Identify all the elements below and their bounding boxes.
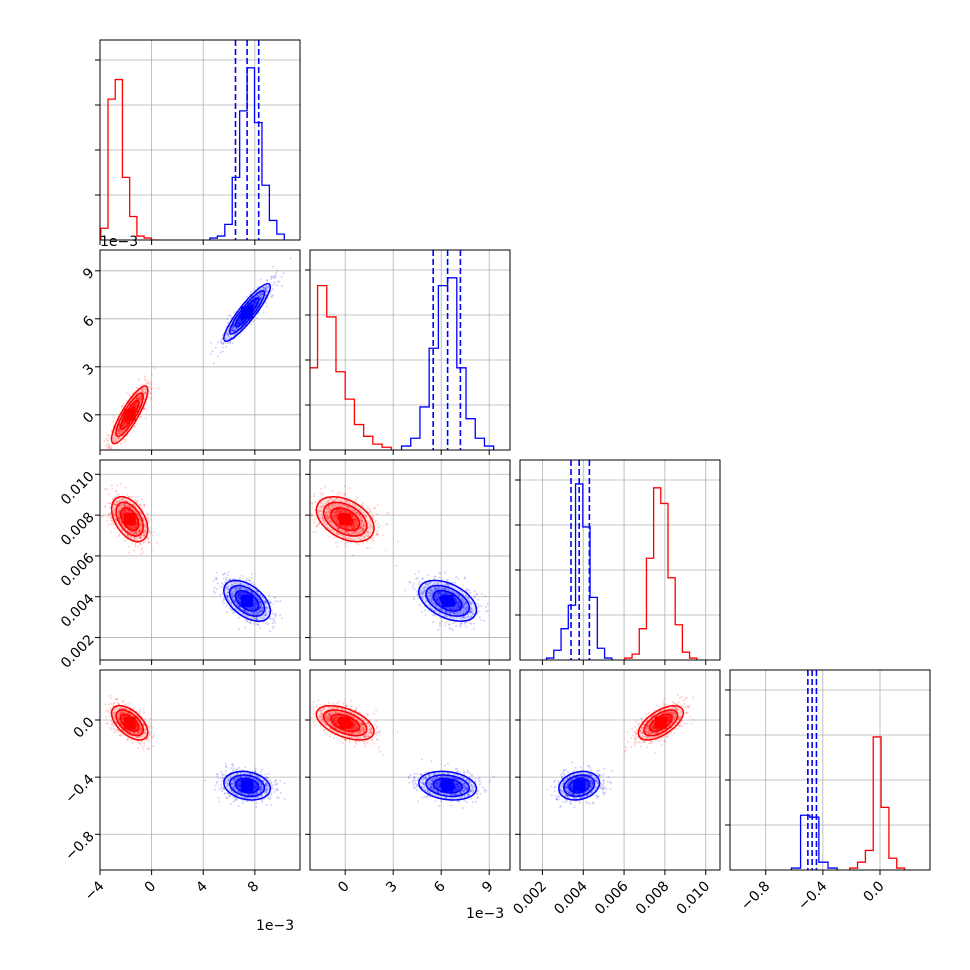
- x-tick-label-2-4: 0.010: [674, 878, 714, 918]
- axes-2-2: [515, 479, 707, 665]
- histogram-panel-3: −0.8 −0.4 0.0: [725, 669, 931, 914]
- histogram-panel-2: [515, 459, 721, 665]
- y-tick-label-2-1: 0.004: [58, 591, 98, 631]
- scatter-panel-2-1: [305, 459, 511, 665]
- x-offset-label-1: 1e−3: [466, 906, 504, 922]
- x-tick-label-2-0: 0.002: [510, 878, 550, 918]
- axes-0-0: [95, 59, 256, 245]
- x-tick-label-1-2: 6: [431, 878, 449, 896]
- y-tick-label-3-0: −0.8: [62, 829, 97, 864]
- y-tick-label-3-2: 0.0: [71, 714, 98, 741]
- density-peak-blue-2-1: [441, 594, 454, 607]
- scatter-panel-3-0: −4 0 4 8 −0.8 −0.4 0.0: [62, 669, 301, 904]
- density-peak-blue-3-0: [241, 779, 254, 792]
- hist-red-2: [624, 487, 698, 660]
- density-peak-red-2-0: [123, 513, 136, 526]
- hist-red-3: [849, 736, 906, 870]
- x-tick-label-0-0: −4: [82, 878, 108, 904]
- density-peak-blue-2-0: [241, 594, 254, 607]
- density-peak-red-2-1: [339, 513, 352, 526]
- density-peak-blue-3-1: [441, 779, 454, 792]
- y-tick-label-2-0: 0.002: [58, 632, 98, 672]
- y-tick-label-1-0: 0: [80, 409, 98, 427]
- hist-blue-3: [790, 814, 838, 870]
- x-tick-label-1-3: 9: [479, 878, 497, 896]
- density-peak-red-3-2: [654, 716, 667, 729]
- x-tick-label-2-1: 0.004: [551, 878, 591, 918]
- y-tick-label-2-3: 0.008: [58, 509, 98, 549]
- x-tick-label-2-2: 0.006: [592, 878, 632, 918]
- y-tick-label-1-2: 6: [80, 313, 98, 331]
- density-peak-blue-1-0: [241, 306, 254, 319]
- density-peak-red-3-0: [123, 716, 136, 729]
- histogram-panel-0: [95, 39, 301, 245]
- scatter-panel-1-0: 0 3 6 9: [80, 249, 301, 455]
- scatter-panel-3-2: 0.002 0.004 0.006 0.008 0.010: [510, 669, 721, 918]
- density-peak-red-1-0: [123, 408, 136, 421]
- x-offset-label-0: 1e−3: [256, 918, 294, 934]
- axes-2-1: [305, 473, 490, 665]
- x-tick-label-2-3: 0.008: [633, 878, 673, 918]
- density-peak-blue-3-2: [573, 779, 586, 792]
- y-tick-label-3-1: −0.4: [62, 771, 97, 806]
- x-tick-label-0-1: 0: [142, 878, 160, 896]
- y-tick-label-2-2: 0.006: [58, 550, 98, 590]
- y-offset-label: 1e−3: [100, 234, 138, 250]
- x-tick-label-0-3: 8: [245, 878, 263, 896]
- y-tick-label-1-3: 9: [80, 265, 98, 283]
- y-tick-label-2-4: 0.010: [58, 469, 98, 509]
- x-tick-label-3-0: −0.8: [738, 878, 773, 913]
- x-tick-label-1-1: 3: [383, 878, 401, 896]
- histogram-panel-1: [305, 249, 511, 455]
- hist-red-1: [310, 285, 392, 450]
- scatter-panel-3-1: 0 3 6 9: [305, 669, 511, 896]
- axes-1-1: [305, 269, 490, 455]
- density-peak-red-3-1: [339, 716, 352, 729]
- x-tick-label-0-2: 4: [193, 878, 211, 896]
- x-tick-label-1-0: 0: [335, 878, 353, 896]
- x-tick-label-3-2: 0.0: [861, 878, 888, 905]
- x-tick-label-3-1: −0.4: [795, 878, 830, 913]
- y-tick-label-1-1: 3: [80, 361, 98, 379]
- hist-red-0: [100, 78, 159, 240]
